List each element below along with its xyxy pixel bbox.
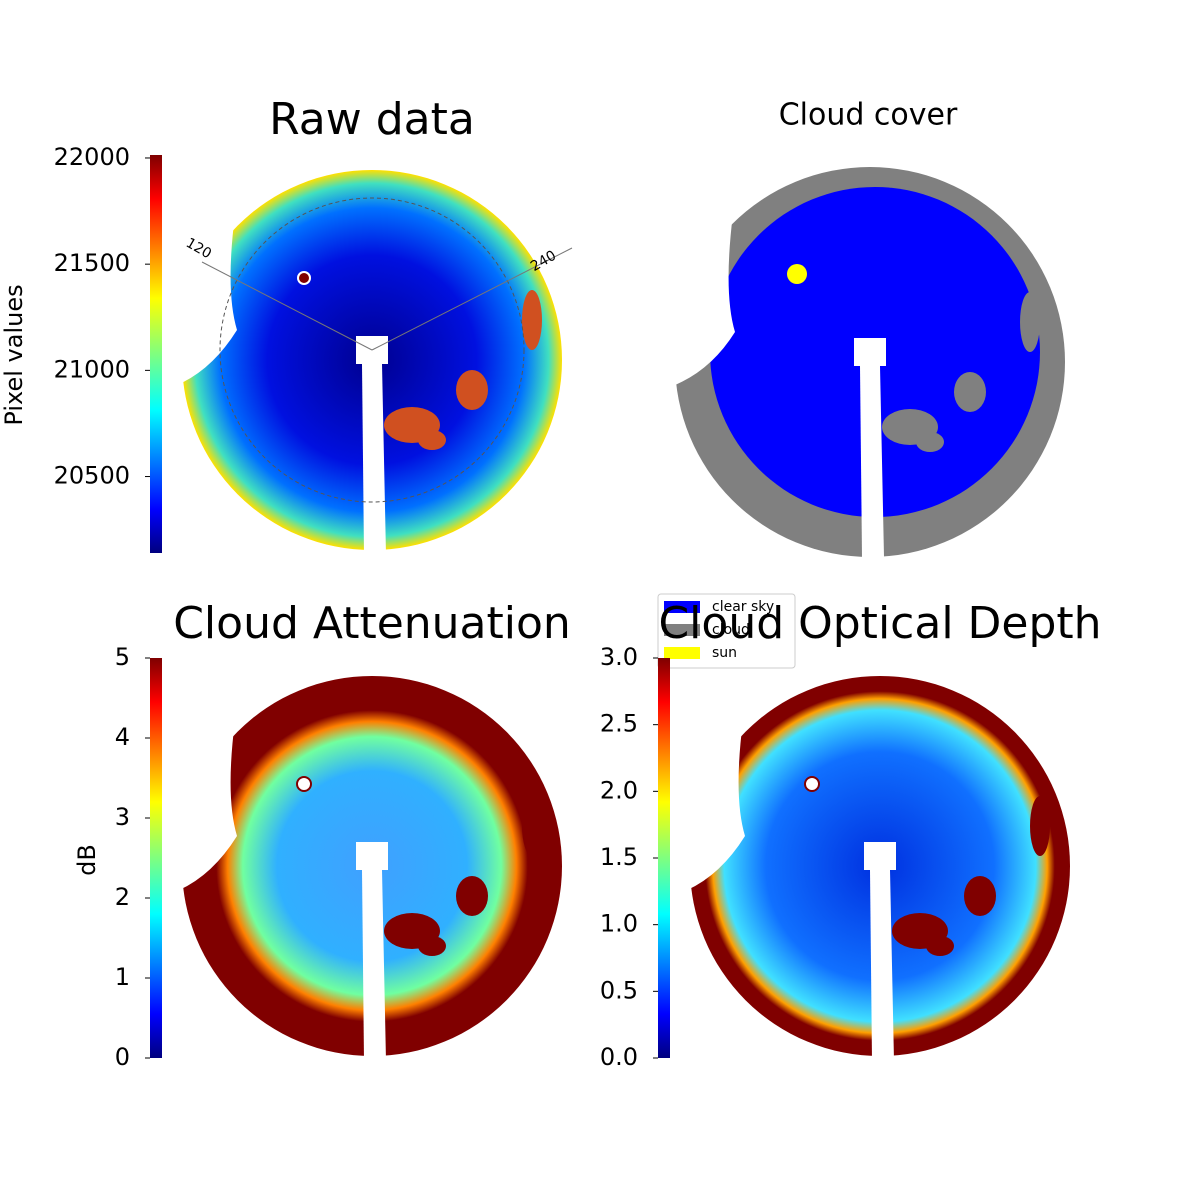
pole-top: [864, 842, 896, 870]
colorbar-tick-label: 22000: [54, 143, 130, 171]
colorbar: [658, 658, 670, 1058]
legend-label: cloud: [712, 622, 750, 638]
colorbar-tick-label: 1: [115, 963, 130, 991]
sun: [297, 271, 311, 285]
cloud: [456, 370, 488, 410]
legend-swatch: [664, 647, 700, 659]
colorbar: [150, 155, 162, 553]
colorbar-tick-label: 21500: [54, 249, 130, 277]
colorbar-tick-label: 2.0: [600, 776, 638, 804]
cloud: [926, 936, 954, 956]
colorbar-tick-label: 2.5: [600, 710, 638, 738]
pole: [362, 364, 386, 555]
colorbar-tick-label: 2: [115, 883, 130, 911]
azimuth-line: [201, 261, 373, 351]
colorbar-tick-label: 4: [115, 723, 130, 751]
obstruction: [685, 676, 750, 891]
obstruction: [177, 676, 242, 891]
colorbar-label: Pixel values: [0, 284, 28, 425]
colorbar: [150, 658, 162, 1058]
cloud: [456, 876, 488, 916]
colorbar-tick-label: 5: [115, 643, 130, 671]
cloud: [418, 936, 446, 956]
pole-top: [854, 338, 886, 366]
cloud: [916, 432, 944, 452]
legend-label: sun: [712, 645, 737, 661]
obstruction: [670, 167, 740, 387]
colorbar-tick-label: 0.5: [600, 976, 638, 1004]
legend-label: clear sky: [712, 599, 774, 615]
colorbar-tick-label: 0.0: [600, 1043, 638, 1071]
pole-top: [356, 842, 388, 870]
colorbar-tick-label: 1.0: [600, 910, 638, 938]
panel-title: Cloud cover: [779, 98, 958, 133]
panel-title: Cloud Optical Depth: [658, 598, 1101, 649]
pole: [860, 366, 884, 557]
legend-swatch: [664, 624, 700, 636]
range-ring: [219, 197, 525, 503]
colorbar-tick-label: 21000: [54, 355, 130, 383]
panel-title: Raw data: [269, 94, 475, 145]
colorbar-tick-label: 0: [115, 1043, 130, 1071]
colorbar-tick-label: 20500: [54, 462, 130, 490]
pole: [870, 870, 894, 1061]
sun: [296, 776, 312, 792]
pole: [362, 870, 386, 1061]
azimuth-label: 240: [528, 248, 559, 275]
cloud: [522, 796, 542, 856]
colorbar-tick-label: 3: [115, 803, 130, 831]
legend-swatch: [664, 601, 700, 613]
cloud: [418, 430, 446, 450]
azimuth-line: [371, 247, 573, 351]
obstruction: [177, 170, 242, 385]
cloud: [1020, 292, 1040, 352]
colorbar-tick-label: 3.0: [600, 643, 638, 671]
cloud: [522, 290, 542, 350]
colorbar-tick-label: 1.5: [600, 843, 638, 871]
colorbar-label: dB: [73, 844, 101, 876]
cloud: [964, 876, 996, 916]
cloud: [954, 372, 986, 412]
cloud: [1030, 796, 1050, 856]
sun: [787, 264, 807, 284]
sun: [804, 776, 820, 792]
panel-title: Cloud Attenuation: [173, 598, 571, 649]
